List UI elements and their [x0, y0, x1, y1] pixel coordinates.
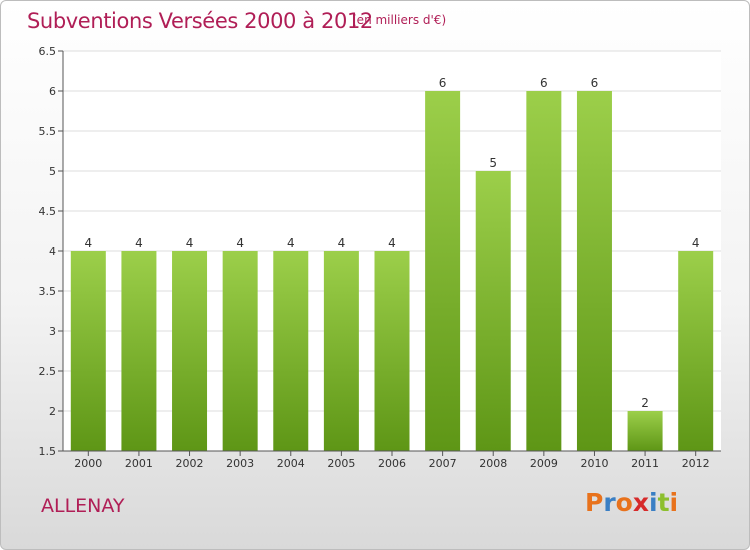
x-tick-label: 2009: [530, 457, 558, 470]
bar-2011: [627, 411, 663, 451]
data-label: 4: [236, 236, 244, 250]
x-tick-label: 2008: [479, 457, 507, 470]
bar-2001: [121, 251, 157, 451]
data-label: 6: [591, 76, 599, 90]
brand-letter: r: [603, 488, 616, 517]
bar-2000: [70, 251, 106, 451]
bar-2002: [172, 251, 208, 451]
y-tick-label: 4.5: [39, 205, 57, 218]
y-tick-label: 2.5: [39, 365, 57, 378]
proxiti-logo: Proxiti: [585, 488, 678, 517]
data-label: 4: [287, 236, 295, 250]
bar-2003: [222, 251, 258, 451]
y-tick-label: 3: [49, 325, 56, 338]
bar-2007: [425, 91, 461, 451]
x-tick-label: 2010: [580, 457, 608, 470]
y-tick-label: 5.5: [39, 125, 57, 138]
bar-2008: [475, 171, 511, 451]
data-label: 4: [338, 236, 346, 250]
brand-letter: i: [649, 488, 658, 517]
data-label: 6: [439, 76, 447, 90]
x-tick-label: 2006: [378, 457, 406, 470]
bar-2005: [323, 251, 359, 451]
x-tick-label: 2012: [682, 457, 710, 470]
y-tick-label: 3.5: [39, 285, 57, 298]
x-tick-label: 2004: [277, 457, 305, 470]
x-tick-label: 2005: [327, 457, 355, 470]
y-tick-label: 2: [49, 405, 56, 418]
y-tick-label: 6: [49, 85, 56, 98]
x-tick-label: 2003: [226, 457, 254, 470]
x-tick-label: 2000: [74, 457, 102, 470]
y-tick-label: 4: [49, 245, 56, 258]
chart-unit: (en milliers d'€): [352, 13, 447, 27]
y-tick-label: 5: [49, 165, 56, 178]
chart-title: Subventions Versées 2000 à 2012: [27, 9, 373, 33]
bar-2010: [576, 91, 612, 451]
x-tick-label: 2002: [176, 457, 204, 470]
data-label: 4: [84, 236, 92, 250]
data-label: 2: [641, 396, 649, 410]
data-label: 4: [692, 236, 700, 250]
brand-letter: i: [669, 488, 679, 517]
data-label: 4: [135, 236, 143, 250]
brand-letter: x: [632, 488, 649, 517]
brand-letter: P: [585, 488, 604, 517]
data-label: 6: [540, 76, 548, 90]
brand-letter: t: [657, 488, 670, 517]
bar-2004: [273, 251, 309, 451]
x-tick-label: 2001: [125, 457, 153, 470]
brand-letter: o: [615, 488, 633, 517]
bar-2012: [678, 251, 714, 451]
y-tick-label: 6.5: [39, 45, 57, 58]
x-tick-label: 2011: [631, 457, 659, 470]
bar-2009: [526, 91, 562, 451]
y-tick-label: 1.5: [39, 445, 57, 458]
data-label: 4: [388, 236, 396, 250]
x-tick-label: 2007: [429, 457, 457, 470]
commune-name: ALLENAY: [41, 495, 125, 517]
data-label: 5: [489, 156, 497, 170]
data-label: 4: [186, 236, 194, 250]
bar-2006: [374, 251, 410, 451]
